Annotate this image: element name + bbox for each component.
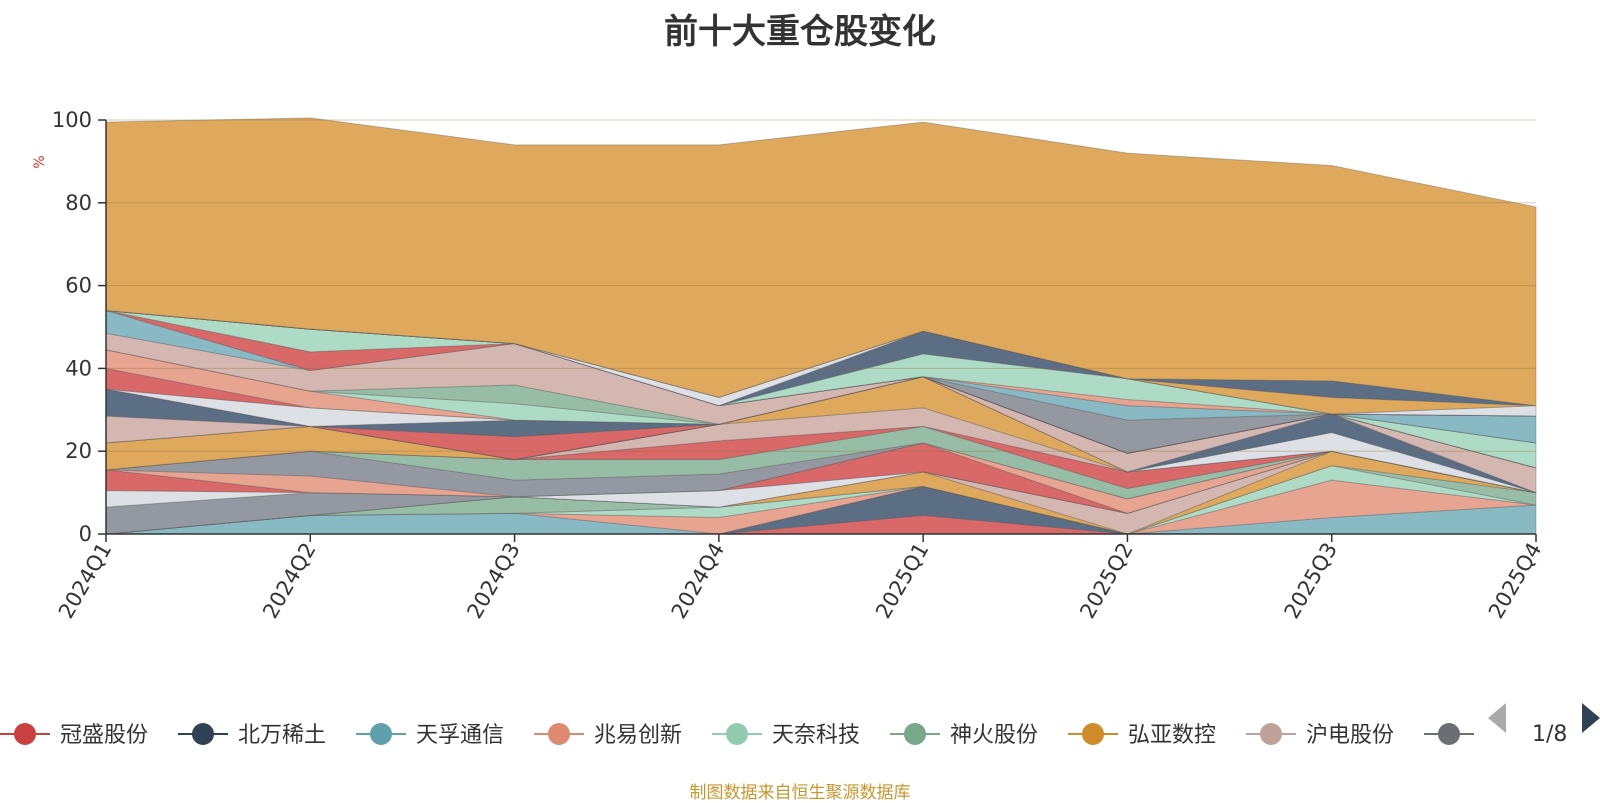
legend-marker-icon [1082, 723, 1104, 745]
legend-item[interactable]: 兆易创新 [534, 723, 682, 748]
area-series-9 [105, 450, 1537, 535]
legend-pager: 1/8 [1488, 703, 1600, 747]
area-series-10 [105, 450, 1537, 514]
legend-label: 冠盛股份 [60, 723, 148, 748]
legend-item[interactable]: 沪电股份 [1246, 723, 1394, 748]
y-tick-label: 20 [65, 439, 92, 463]
x-tick-label: 2025Q2 [1075, 539, 1137, 623]
legend-item[interactable]: 弘亚数控 [1068, 723, 1216, 748]
area-series-11 [105, 442, 1537, 514]
legend-item[interactable]: 天奈科技 [712, 723, 860, 748]
legend-marker-icon [904, 723, 926, 745]
x-tick-label: 2024Q2 [258, 539, 320, 623]
grid-lines [106, 119, 1536, 452]
area-series-26 [105, 349, 1537, 469]
y-tick-label: 0 [79, 522, 92, 546]
plot-area [105, 117, 1537, 535]
legend-label: 神火股份 [950, 723, 1038, 748]
legend-marker-icon [14, 723, 36, 745]
area-series-25 [105, 367, 1537, 469]
y-tick-label: 100 [52, 108, 92, 132]
chart-title: 前十大重仓股变化 [664, 12, 936, 52]
y-tick-label: 40 [65, 356, 92, 380]
legend-marker-icon [370, 723, 392, 745]
legend-marker-icon [726, 723, 748, 745]
legend-marker-icon [1260, 723, 1282, 745]
y-tick-label: 80 [65, 191, 92, 215]
legend-marker-icon [548, 723, 570, 745]
data-source-note: 制图数据来自恒生聚源数据库 [689, 783, 911, 803]
legend-item[interactable]: 冠盛股份 [0, 723, 148, 748]
x-tick-label: 2025Q1 [871, 539, 933, 623]
x-tick-label: 2024Q4 [667, 539, 729, 623]
y-axis-unit-label: % [32, 155, 48, 168]
legend-label: 沪电股份 [1306, 723, 1394, 748]
legend-label: 北万稀土 [238, 723, 326, 748]
x-tick-label: 2025Q4 [1484, 539, 1546, 623]
legend-marker-icon [192, 723, 214, 745]
axes [105, 120, 1536, 535]
area-series-41 [105, 117, 1537, 407]
y-tick-label: 60 [65, 274, 92, 298]
area-series-6 [105, 465, 1537, 535]
x-tick-label: 2024Q1 [54, 539, 116, 623]
legend-label: 天奈科技 [772, 723, 860, 748]
legend-item[interactable]: 神火股份 [890, 723, 1038, 748]
legend-label: 弘亚数控 [1128, 723, 1216, 748]
legend-next-arrow-icon[interactable] [1582, 703, 1600, 733]
legend: 冠盛股份 北万稀土 天孚通信 兆易创新 天奈科技 神火股份 弘亚数控 沪电股份 [0, 723, 1474, 748]
legend-marker-icon [1438, 723, 1460, 745]
area-series-38 [105, 309, 1537, 417]
y-axis-ticks: 0 20 40 60 80 100 [52, 108, 106, 546]
x-tick-label: 2024Q3 [462, 539, 524, 623]
legend-item[interactable]: 北万稀土 [178, 723, 326, 748]
legend-item[interactable] [1424, 723, 1474, 745]
legend-label: 天孚通信 [416, 723, 504, 748]
area-series-27 [105, 349, 1537, 469]
x-axis-ticks: 2024Q1 2024Q2 2024Q3 2024Q4 2025Q1 2025Q2 2025… [54, 534, 1546, 623]
legend-label: 兆易创新 [594, 723, 682, 748]
x-tick-label: 2025Q3 [1280, 539, 1342, 623]
legend-page-indicator: 1/8 [1532, 722, 1567, 747]
area-series-29 [105, 332, 1537, 454]
legend-item[interactable]: 天孚通信 [356, 723, 504, 748]
legend-prev-arrow-icon[interactable] [1488, 703, 1506, 733]
